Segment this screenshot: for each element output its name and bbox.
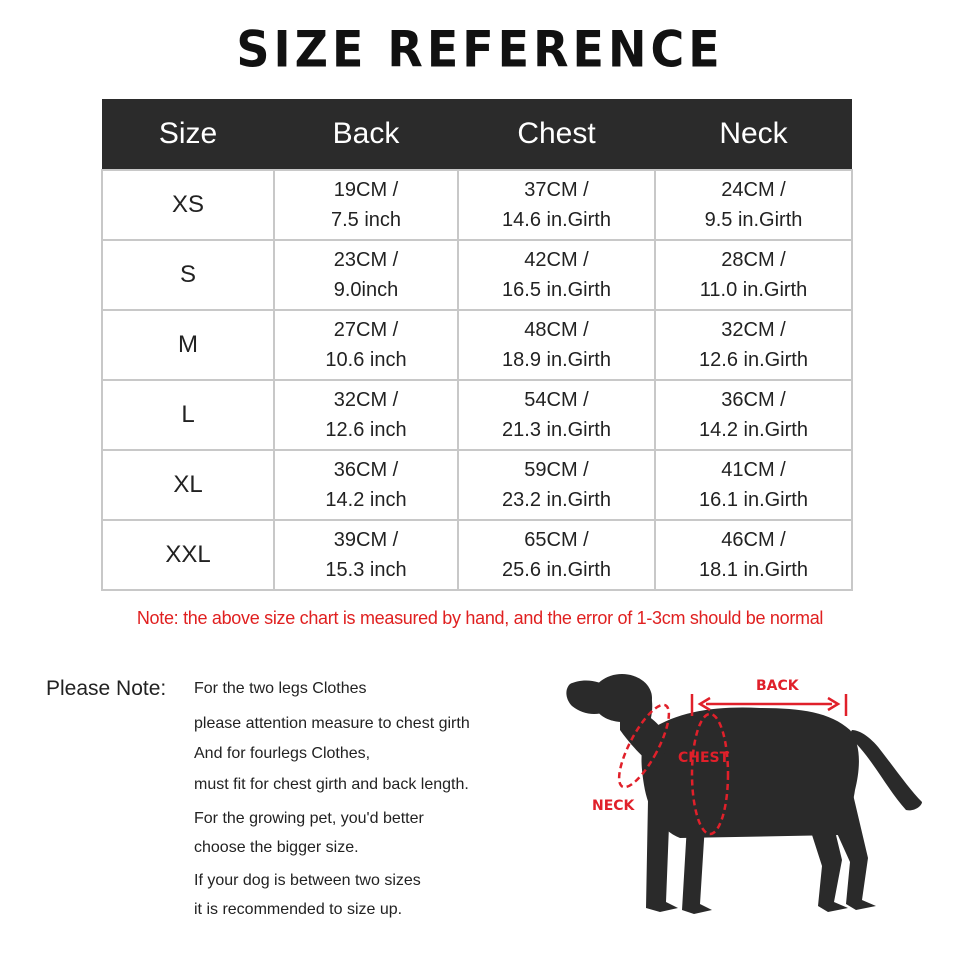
chest-cell: 59CM / 23.2 in.Girth xyxy=(457,449,656,521)
neck-cm: 41CM / xyxy=(721,459,786,481)
table-header-row: Size Back Chest Neck xyxy=(102,99,852,170)
neck-cm: 46CM / xyxy=(721,529,786,551)
back-cell: 23CM / 9.0inch xyxy=(273,239,459,311)
back-label: BACK xyxy=(756,678,800,694)
back-cm: 36CM / xyxy=(333,459,399,481)
back-inch: 10.6 inch xyxy=(325,349,407,371)
dog-silhouette-icon xyxy=(566,674,922,914)
table-row: M 27CM / 10.6 inch 48CM / 18.9 in.Girth 32… xyxy=(101,309,853,381)
header-neck: Neck xyxy=(655,99,852,170)
neck-cell: 46CM / 18.1 in.Girth xyxy=(654,519,853,591)
neck-cm: 36CM / xyxy=(721,389,786,411)
neck-inch: 14.2 in.Girth xyxy=(699,419,808,441)
chest-label: CHEST xyxy=(678,750,730,766)
header-chest: Chest xyxy=(458,99,655,170)
back-inch: 9.0inch xyxy=(333,279,399,301)
table-row: XXL 39CM /15.3 inch 65CM /25.6 in.Girth … xyxy=(101,519,853,591)
size-cell: S xyxy=(101,239,275,311)
chest-inch: 21.3 in.Girth xyxy=(502,419,611,441)
header-back: Back xyxy=(274,99,458,170)
back-inch: 7.5 inch xyxy=(330,209,402,231)
chest-cell: 48CM / 18.9 in.Girth xyxy=(457,309,656,381)
back-arrow-right-icon xyxy=(827,696,841,712)
size-cell: XL xyxy=(101,449,275,521)
back-cm: 27CM / xyxy=(333,319,399,341)
please-note-line: If your dog is between two sizes xyxy=(194,872,421,889)
please-note-label: Please Note: xyxy=(46,677,167,700)
back-cm: 39CM / xyxy=(333,529,399,551)
back-cell: 19CM / 7.5 inch xyxy=(273,169,459,241)
chest-cell: 37CM / 14.6 in.Girth xyxy=(457,169,656,241)
chest-cell: 65CM / 25.6 in.Girth xyxy=(457,519,656,591)
chest-cell: 42CM / 16.5 in.Girth xyxy=(457,239,656,311)
chest-inch: 18.9 in.Girth xyxy=(502,349,611,371)
chest-measure-loop xyxy=(690,712,730,836)
back-inch: 12.6 inch xyxy=(325,419,407,441)
chest-cm: 65CM / xyxy=(524,529,589,551)
neck-cell: 32CM / 12.6 in.Girth xyxy=(654,309,853,381)
neck-label: NECK xyxy=(592,798,636,814)
chest-cm: 48CM / xyxy=(524,319,589,341)
table-row: XL 36CM / 14.2 inch 59CM / 23.2 in.Girth 4… xyxy=(101,449,853,521)
chest-inch: 23.2 in.Girth xyxy=(502,489,611,511)
please-note-line: choose the bigger size. xyxy=(194,839,359,856)
measure-lines xyxy=(617,694,848,836)
please-note-line: it is recommended to size up. xyxy=(194,901,403,918)
back-cell: 39CM / 15.3 inch xyxy=(273,519,459,591)
chest-cm: 37CM / xyxy=(524,179,589,201)
back-cell: 27CM / 10.6 inch xyxy=(273,309,459,381)
size-cell: XXL xyxy=(101,519,275,591)
please-note-line: For the growing pet, you'd better xyxy=(194,810,424,827)
back-inch: 15.3 inch xyxy=(325,559,407,581)
chest-cell: 54CM / 21.3 in.Girth xyxy=(457,379,656,451)
neck-cell: 41CM / 16.1 in.Girth xyxy=(654,449,853,521)
back-cell: 36CM / 14.2 inch xyxy=(273,449,459,521)
neck-cm: 32CM / xyxy=(721,319,786,341)
chest-inch: 16.5 in.Girth xyxy=(502,279,611,301)
please-note-line: For the two legs Clothes xyxy=(194,680,367,697)
back-cell: 32CM / 12.6 inch xyxy=(273,379,459,451)
chest-inch: 25.6 in.Girth xyxy=(502,559,611,581)
chest-cm: 54CM / xyxy=(524,389,589,411)
chest-cm: 42CM / xyxy=(524,249,589,271)
back-cm: 19CM / xyxy=(333,179,399,201)
size-table: Size Back Chest Neck XS 19CM / 7.5 inch 3… xyxy=(101,99,853,591)
neck-inch: 11.0 in.Girth xyxy=(699,279,808,301)
back-inch: 14.2 inch xyxy=(325,489,407,511)
neck-cm: 28CM / xyxy=(721,249,786,271)
page-title: SIZE REFERENCE xyxy=(236,19,724,79)
please-note-line: must fit for chest girth and back length… xyxy=(194,776,469,793)
table-row: L 32CM / 12.6 inch 54CM / 21.3 in.Girth 36… xyxy=(101,379,853,451)
size-cell: M xyxy=(101,309,275,381)
please-note-line: And for fourlegs Clothes, xyxy=(194,745,371,762)
neck-cell: 36CM / 14.2 in.Girth xyxy=(654,379,853,451)
please-note-line: please attention measure to chest girth xyxy=(194,715,470,732)
neck-cell: 28CM / 11.0 in.Girth xyxy=(654,239,853,311)
header-size: Size xyxy=(102,99,274,170)
measurement-note: Note: the above size chart is measured b… xyxy=(136,608,824,628)
neck-measure-loop xyxy=(617,703,671,789)
size-cell: XS xyxy=(101,169,275,241)
table-row: XS 19CM / 7.5 inch 37CM / 14.6 in.Girth 24… xyxy=(101,169,853,241)
dog-measure-diagram: BACK CHEST NECK xyxy=(566,674,922,914)
size-cell: L xyxy=(101,379,275,451)
neck-cell: 24CM / 9.5 in.Girth xyxy=(654,169,853,241)
neck-inch: 12.6 in.Girth xyxy=(699,349,808,371)
neck-inch: 16.1 in.Girth xyxy=(699,489,808,511)
neck-cm: 24CM / xyxy=(721,179,786,201)
table-row: S 23CM / 9.0inch 42CM / 16.5 in.Girth 28CM… xyxy=(101,239,853,311)
back-arrow-left-icon xyxy=(697,696,711,712)
chest-inch: 14.6 in.Girth xyxy=(502,209,611,231)
back-cm: 32CM / xyxy=(333,389,399,411)
neck-inch: 9.5 in.Girth xyxy=(704,209,803,231)
back-cm: 23CM / xyxy=(333,249,399,271)
neck-inch: 18.1 in.Girth xyxy=(699,559,808,581)
chest-cm: 59CM / xyxy=(524,459,589,481)
